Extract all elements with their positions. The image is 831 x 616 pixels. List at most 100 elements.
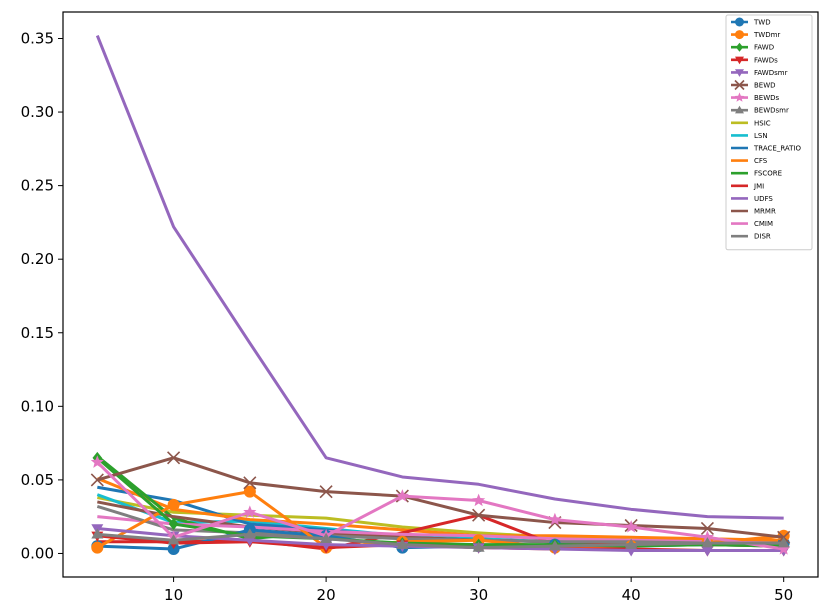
legend-marker-twdmr [735, 30, 744, 40]
y-tick-label-0.35: 0.35 [21, 29, 54, 47]
data-point-fawdsmr-20 [320, 540, 333, 551]
data-point-bewdsmr-35 [548, 540, 561, 551]
data-point-bewdsmr-30 [472, 541, 485, 552]
x-tick-label-40: 40 [622, 586, 641, 604]
data-point-twdmr-5 [91, 541, 104, 554]
data-point-bewds-5 [90, 455, 104, 468]
y-tick-label-0.25: 0.25 [21, 177, 54, 195]
legend-item-twdmr: TWDmr [731, 30, 780, 40]
series-line-bewdsmr [97, 532, 784, 550]
data-point-bewd-15 [243, 476, 257, 490]
legend-label-disr: DISR [754, 233, 771, 241]
legend-label-fawd: FAWD [754, 44, 774, 52]
data-point-bewdsmr-15 [243, 528, 256, 539]
legend-item-bewdsmr: BEWDsmr [731, 105, 789, 115]
x-tick-label-30: 30 [469, 586, 488, 604]
legend-label-jmi: JMI [753, 182, 764, 190]
data-point-bewds-45 [700, 530, 714, 543]
data-point-bewdsmr-20 [320, 532, 333, 543]
series-layer [90, 34, 791, 557]
plot-frame [62, 11, 819, 578]
plot-background [63, 12, 818, 577]
data-point-bewd-5 [90, 473, 104, 487]
legend-item-udfs: UDFS [731, 195, 773, 203]
legend-item-hsic: HSIC [731, 119, 771, 127]
legend-item-jmi: JMI [731, 182, 764, 190]
legend-item-trace-ratio: TRACE_RATIO [731, 145, 801, 153]
y-tick-label-0.00: 0.00 [21, 544, 54, 562]
y-tick-label-0.30: 0.30 [21, 103, 54, 121]
series-cfs [96, 477, 784, 542]
data-point-bewds-25 [395, 489, 409, 502]
legend-label-bewds: BEWDs [754, 94, 780, 102]
series-line-bewd [96, 456, 784, 539]
x-axis: 10 20 30 40 50 [164, 577, 793, 604]
legend-marker-fawdsmr [735, 69, 744, 77]
legend-label-fawds: FAWDs [754, 56, 778, 64]
data-point-bewdsmr-45 [701, 537, 714, 548]
legend-item-twd: TWD [731, 17, 771, 27]
legend-label-trace-ratio: TRACE_RATIO [753, 145, 801, 153]
legend-label-twdmr: TWDmr [753, 31, 780, 39]
y-tick-label-0.20: 0.20 [21, 250, 54, 268]
legend-item-lsn: LSN [731, 132, 768, 140]
data-point-bewd-45 [700, 521, 714, 536]
y-axis: 0.00 0.05 0.10 0.15 0.20 0.25 0.30 0.35 [21, 29, 63, 562]
series-line-cfs [96, 477, 784, 542]
legend-marker-fawds [735, 56, 744, 65]
legend-item-fawdsmr: FAWDsmr [731, 69, 788, 77]
legend-label-cmim: CMIM [754, 220, 773, 228]
data-point-bewdsmr-50 [777, 537, 790, 548]
data-point-bewdsmr-5 [91, 528, 104, 539]
data-point-bewds-35 [548, 512, 562, 526]
y-tick-label-0.15: 0.15 [21, 324, 54, 342]
series-line-udfs [95, 34, 784, 520]
legend-label-bewd: BEWD [754, 82, 776, 90]
legend-item-fawds: FAWDs [731, 56, 778, 65]
legend-label-twd: TWD [753, 19, 771, 27]
legend-marker-twd [735, 17, 744, 27]
legend-label-cfs: CFS [754, 157, 768, 165]
legend-item-bewd: BEWD [731, 79, 776, 91]
x-tick-label-50: 50 [774, 586, 793, 604]
data-point-bewdsmr-25 [396, 538, 409, 549]
data-point-fawdsmr-15 [243, 536, 256, 547]
legend-item-fawd: FAWD [731, 42, 774, 52]
data-point-bewds-15 [243, 505, 257, 518]
legend-item-fscore: FSCORE [731, 170, 782, 178]
legend-marker-fawd [735, 42, 744, 52]
legend-item-disr: DISR [731, 233, 771, 241]
series-bewdsmr [91, 528, 790, 552]
data-point-bewd-10 [167, 451, 181, 465]
data-point-bewdsmr-10 [167, 534, 180, 545]
x-tick-label-10: 10 [164, 586, 183, 604]
data-point-bewd-30 [472, 508, 486, 522]
data-point-bewds-40 [624, 520, 638, 533]
y-tick-label-0.05: 0.05 [21, 471, 54, 489]
legend-label-mrmr: MRMR [754, 208, 776, 216]
data-point-twdmr-15 [243, 485, 256, 498]
legend-label-fawdsmr: FAWDsmr [754, 69, 788, 77]
legend-item-cmim: CMIM [731, 220, 773, 228]
legend-label-lsn: LSN [754, 132, 768, 140]
legend-marker-bewd [734, 79, 745, 91]
data-point-fawdsmr-40 [625, 546, 638, 557]
legend-marker-bewdsmr [735, 105, 744, 114]
legend: TWD TWDmr FAWD FAWDs FAWDsmr BEWD BEWDs BEWDsmr… [725, 14, 813, 251]
series-udfs [95, 34, 784, 520]
x-tick-label-20: 20 [317, 586, 336, 604]
legend-label-bewdsmr: BEWDsmr [754, 107, 789, 115]
legend-item-cfs: CFS [731, 157, 768, 165]
legend-marker-bewds [734, 92, 745, 102]
data-point-bewds-50 [777, 542, 791, 555]
legend-label-fscore: FSCORE [754, 170, 782, 178]
data-point-bewdsmr-40 [625, 538, 638, 549]
legend-item-bewds: BEWDs [731, 92, 780, 102]
data-point-bewds-30 [472, 493, 486, 507]
legend-label-hsic: HSIC [754, 119, 771, 127]
data-point-twdmr-10 [167, 498, 180, 511]
series-line-bewds [96, 461, 784, 551]
legend-item-mrmr: MRMR [731, 208, 776, 216]
legend-label-udfs: UDFS [754, 195, 773, 203]
